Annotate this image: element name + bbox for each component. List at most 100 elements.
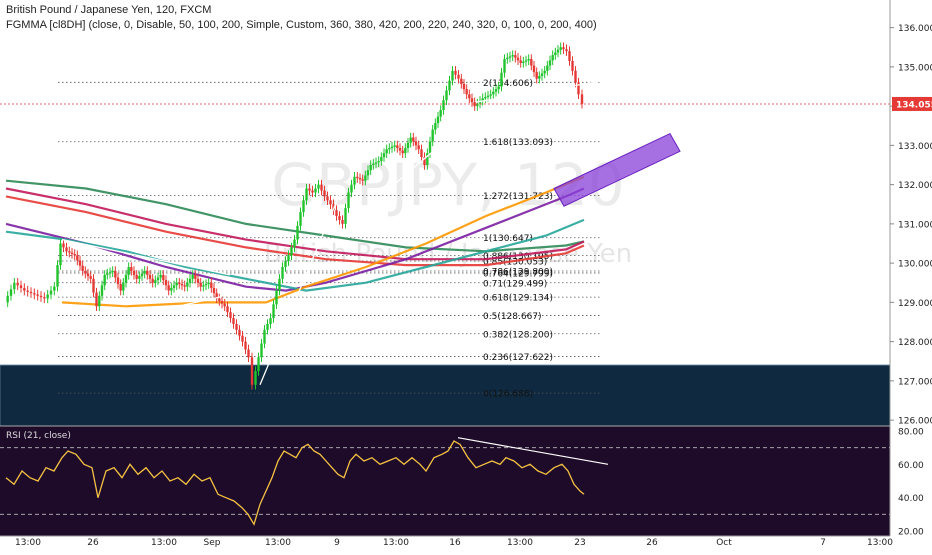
price-candle: [356, 176, 359, 179]
price-candle: [6, 295, 9, 303]
price-candle: [56, 265, 59, 287]
x-tick-label: 9: [334, 538, 340, 548]
price-candle: [426, 153, 429, 165]
price-candle: [580, 94, 584, 104]
fib-level-label: 0.5(128.667): [483, 312, 542, 322]
price-candle: [476, 103, 479, 107]
price-candle: [382, 153, 386, 158]
price-candle: [278, 278, 281, 291]
trendline[interactable]: [61, 238, 231, 276]
price-candle: [468, 94, 471, 99]
x-tick-label: 13:00: [507, 538, 533, 548]
price-candle: [23, 287, 26, 291]
price-candle: [151, 278, 154, 283]
price-candle: [49, 290, 53, 295]
price-candle: [78, 260, 82, 266]
price-candle: [116, 277, 120, 285]
price-candle: [207, 282, 210, 285]
price-candle: [535, 72, 538, 79]
fib-level-label: 0.71(129.499): [483, 279, 547, 289]
price-candle: [323, 190, 326, 197]
price-candle: [562, 47, 565, 50]
price-candle: [111, 270, 114, 273]
price-candle: [26, 290, 29, 292]
price-candle: [39, 295, 43, 298]
price-candle: [332, 204, 335, 211]
price-candle: [108, 272, 112, 274]
x-tick-label: 26: [87, 538, 99, 548]
price-candle: [124, 274, 128, 283]
trendline[interactable]: [259, 188, 343, 386]
price-candle: [568, 51, 571, 61]
price-candle: [162, 274, 165, 281]
price-candle: [470, 98, 474, 103]
price-candle: [119, 284, 122, 291]
price-candle: [140, 273, 144, 277]
price-candle: [68, 251, 71, 253]
price-candle: [175, 282, 178, 286]
price-candle: [13, 282, 16, 290]
price-candle: [305, 188, 308, 201]
x-tick-label: 13:00: [265, 538, 291, 548]
price-candle: [538, 76, 541, 79]
price-candle: [372, 163, 375, 165]
trendline[interactable]: [97, 295, 223, 325]
price-candle: [269, 318, 272, 324]
price-candle: [275, 290, 278, 305]
trendline[interactable]: [475, 79, 605, 103]
price-candle: [335, 210, 338, 217]
rsi-line: [5, 440, 585, 526]
price-candle: [196, 278, 200, 283]
price-candle: [478, 100, 482, 104]
price-candle: [559, 47, 562, 50]
projection-box[interactable]: [553, 132, 681, 207]
price-candle: [86, 273, 90, 277]
price-candle: [127, 267, 130, 275]
price-candle: [43, 297, 46, 299]
price-candle: [414, 141, 418, 146]
moving-average-line: [5, 179, 585, 253]
price-candle: [439, 110, 442, 117]
price-candle: [366, 170, 370, 176]
price-candle: [506, 57, 509, 60]
price-candle: [320, 184, 323, 191]
price-candle: [238, 329, 241, 336]
price-candle: [210, 282, 213, 288]
price-candle: [220, 301, 224, 304]
y-tick-label: 129.000: [898, 299, 932, 309]
fib-level-label: 1.272(131.723): [483, 192, 553, 202]
price-candle: [311, 190, 314, 193]
price-candle: [326, 196, 329, 201]
y-tick-label: 136.000: [898, 24, 932, 34]
price-candle: [314, 188, 317, 193]
moving-average-line: [5, 195, 585, 267]
price-candle: [212, 287, 216, 294]
price-candle: [353, 176, 356, 185]
rsi-trendline[interactable]: [457, 437, 609, 465]
demand-zone: [0, 364, 891, 427]
price-candle: [106, 273, 109, 275]
price-candle: [62, 243, 65, 248]
price-candle: [247, 349, 250, 358]
price-candle: [290, 247, 293, 256]
price-candle: [296, 225, 299, 240]
rsi-title: RSI (21, close): [6, 431, 71, 441]
fib-level-label: 0.886(130.195): [483, 252, 553, 262]
trendline[interactable]: [347, 105, 487, 225]
x-tick-label: Sep: [204, 538, 221, 548]
x-tick-label: 13:00: [867, 538, 893, 548]
price-candle: [154, 280, 157, 283]
price-candle: [540, 73, 544, 77]
price-candle: [527, 59, 530, 61]
price-candle: [188, 278, 192, 283]
price-candle: [511, 55, 514, 57]
price-candle: [65, 247, 68, 252]
price-candle: [377, 161, 380, 163]
price-candle: [178, 282, 181, 285]
price-candle: [146, 270, 149, 275]
price-candle: [76, 255, 79, 261]
price-candle: [103, 274, 106, 286]
price-candle: [284, 261, 287, 268]
